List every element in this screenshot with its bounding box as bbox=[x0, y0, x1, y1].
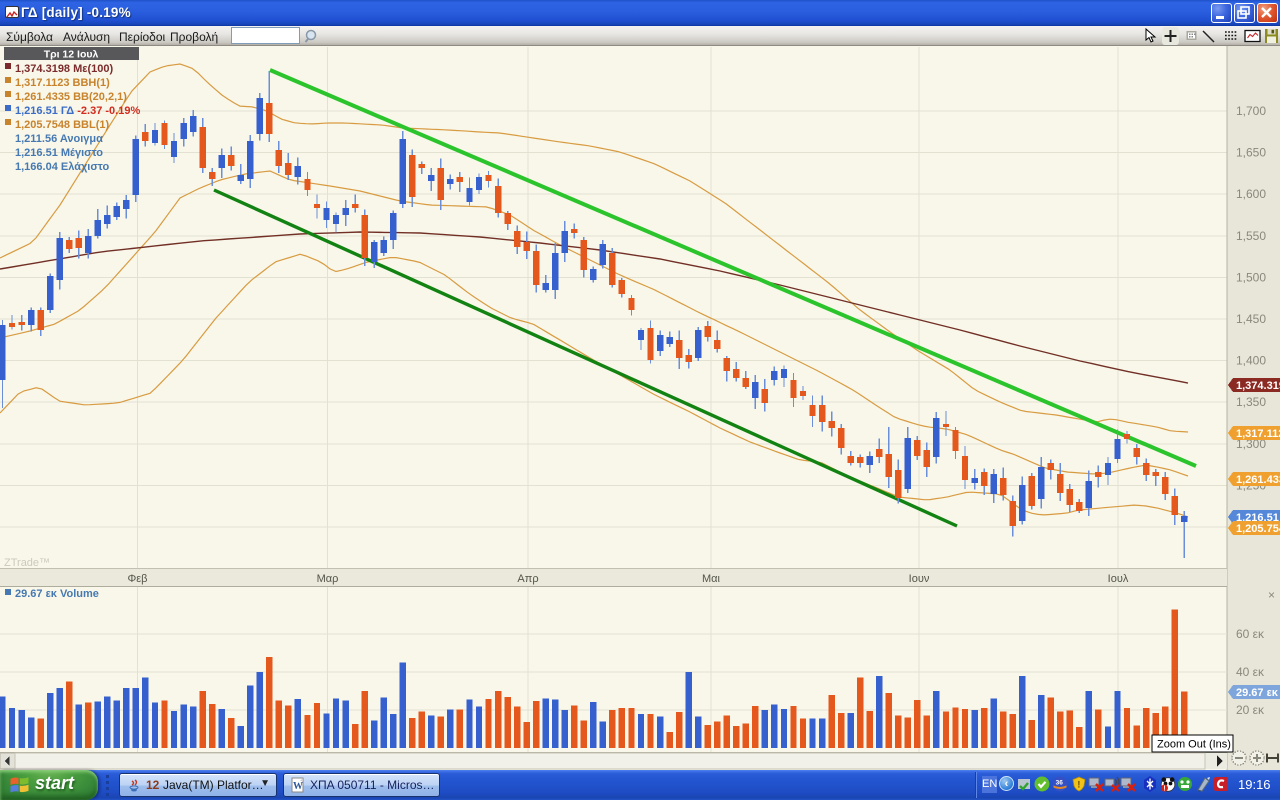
svg-text:1,216.51 Μέγιστο: 1,216.51 Μέγιστο bbox=[15, 147, 103, 159]
svg-text:1,550: 1,550 bbox=[1236, 229, 1266, 243]
svg-text:40 εκ: 40 εκ bbox=[1236, 665, 1265, 679]
svg-text:Μαρ: Μαρ bbox=[317, 573, 339, 585]
svg-text:1,350: 1,350 bbox=[1236, 395, 1266, 409]
svg-text:Τρι 12 Ιουλ: Τρι 12 Ιουλ bbox=[44, 49, 99, 61]
svg-text:29.67 εκ Volume: 29.67 εκ Volume bbox=[15, 588, 99, 600]
svg-text:20 εκ: 20 εκ bbox=[1236, 703, 1265, 717]
svg-text:1,300: 1,300 bbox=[1236, 437, 1266, 451]
svg-text:1,166.04 Ελάχιστο: 1,166.04 Ελάχιστο bbox=[15, 161, 109, 173]
svg-text:1,317.112: 1,317.112 bbox=[1236, 428, 1280, 440]
svg-text:!: ! bbox=[1077, 780, 1080, 790]
svg-text:36: 36 bbox=[1056, 780, 1064, 787]
svg-text:1,317.1123 BBH(1): 1,317.1123 BBH(1) bbox=[15, 77, 110, 89]
svg-text:1,374.319: 1,374.319 bbox=[1236, 380, 1280, 392]
svg-text:1,205.7548 BBL(1): 1,205.7548 BBL(1) bbox=[15, 119, 109, 131]
svg-text:1,600: 1,600 bbox=[1236, 187, 1266, 201]
svg-text:1,700: 1,700 bbox=[1236, 104, 1266, 118]
svg-text:W: W bbox=[293, 781, 303, 792]
svg-text:1,211.56 Ανοιγμα: 1,211.56 Ανοιγμα bbox=[15, 133, 103, 145]
svg-text:Ιουν: Ιουν bbox=[909, 573, 930, 585]
svg-text:1,261.4335 BB(20,2,1): 1,261.4335 BB(20,2,1) bbox=[15, 91, 127, 103]
svg-text:1,216.51 ΓΔ -2.37 -0.19%: 1,216.51 ΓΔ -2.37 -0.19% bbox=[15, 105, 140, 117]
svg-text:60 εκ: 60 εκ bbox=[1236, 627, 1265, 641]
svg-text:29.67 εκ: 29.67 εκ bbox=[1236, 687, 1279, 699]
svg-text:×: × bbox=[1268, 588, 1275, 602]
svg-text:Μαι: Μαι bbox=[702, 573, 721, 585]
svg-text:1,374.3198 Με(100): 1,374.3198 Με(100) bbox=[15, 63, 114, 75]
svg-text:Απρ: Απρ bbox=[517, 573, 538, 585]
svg-text:Φεβ: Φεβ bbox=[127, 573, 147, 585]
svg-text:Ιουλ: Ιουλ bbox=[1108, 573, 1129, 585]
svg-text:1,450: 1,450 bbox=[1236, 312, 1266, 326]
svg-text:1,261.433: 1,261.433 bbox=[1236, 474, 1280, 486]
svg-text:1,500: 1,500 bbox=[1236, 270, 1266, 284]
svg-text:1,400: 1,400 bbox=[1236, 354, 1266, 368]
svg-text:Zoom Out (Ins): Zoom Out (Ins) bbox=[1157, 739, 1231, 751]
svg-text:1,650: 1,650 bbox=[1236, 146, 1266, 160]
svg-text:ΖTrade™: ΖTrade™ bbox=[4, 557, 50, 569]
svg-text:1,205.754: 1,205.754 bbox=[1236, 523, 1280, 535]
svg-text:!: ! bbox=[1163, 786, 1165, 792]
